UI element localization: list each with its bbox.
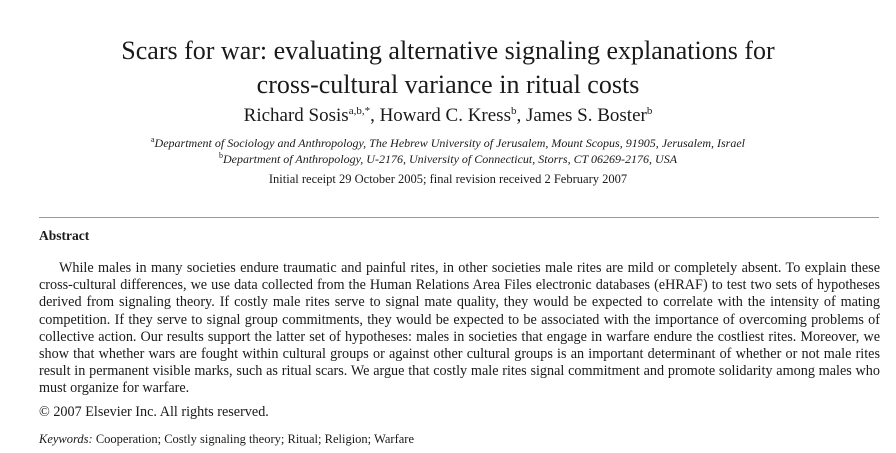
affiliation-text: Department of Anthropology, U-2176, Univ… xyxy=(222,152,678,166)
author-name: Richard Sosis xyxy=(243,105,349,126)
author-affiliation-mark: b xyxy=(510,105,517,117)
author-affiliation-mark: b xyxy=(646,105,653,117)
abstract-body: While males in many societies endure tra… xyxy=(39,260,880,398)
paper-title-line-1: Scars for war: evaluating alternative si… xyxy=(121,36,775,65)
author-name: Howard C. Kress xyxy=(379,105,511,126)
author-list: Richard Sosisa,b,*, Howard C. Kressb, Ja… xyxy=(0,104,896,128)
abstract-paragraph: While males in many societies endure tra… xyxy=(39,260,880,397)
keywords-label: Keywords: xyxy=(39,432,93,446)
author-separator: , xyxy=(370,105,380,126)
section-divider xyxy=(39,217,879,218)
keywords-line: Keywords: Cooperation; Costly signaling … xyxy=(39,432,414,447)
received-dates: Initial receipt 29 October 2005; final r… xyxy=(268,172,628,186)
author-affiliation-mark: a,b,* xyxy=(348,105,371,117)
author-separator: , xyxy=(516,105,526,126)
affiliation-a: aDepartment of Sociology and Anthropolog… xyxy=(0,136,896,151)
affiliation-b: bDepartment of Anthropology, U-2176, Uni… xyxy=(0,152,896,167)
paper-title: Scars for war: evaluating alternative si… xyxy=(0,34,896,102)
paper-title-line-2: cross-cultural variance in ritual costs xyxy=(256,70,640,99)
abstract-heading: Abstract xyxy=(39,228,90,243)
copyright-notice: © 2007 Elsevier Inc. All rights reserved… xyxy=(39,404,269,420)
author-name: James S. Boster xyxy=(525,105,647,126)
affiliation-mark: a xyxy=(150,135,155,144)
keywords-text: Cooperation; Costly signaling theory; Ri… xyxy=(95,432,414,446)
affiliation-text: Department of Sociology and Anthropology… xyxy=(154,136,746,150)
affiliation-mark: b xyxy=(218,151,223,160)
